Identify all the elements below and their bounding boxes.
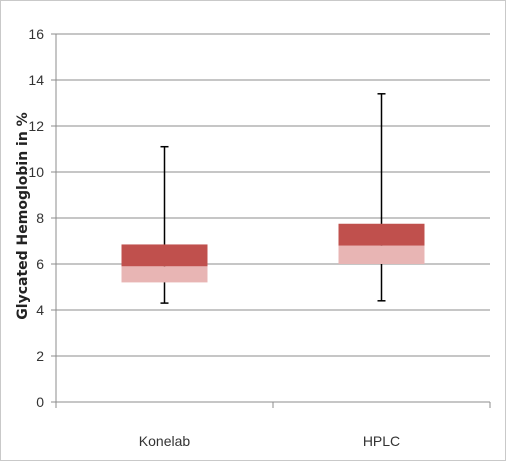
y-tick-label: 0 — [36, 394, 44, 410]
gridlines — [56, 33, 490, 357]
box-lower-konelab — [121, 266, 208, 283]
boxes — [121, 93, 425, 304]
axes — [51, 33, 491, 408]
box-upper-hplc — [338, 223, 425, 246]
y-axis-title: Glycated Hemoglobin in % — [15, 112, 31, 319]
y-tick-label: 8 — [36, 210, 44, 226]
box-upper-konelab — [121, 244, 208, 267]
y-tick-label: 12 — [28, 118, 44, 134]
y-tick-label: 10 — [28, 164, 44, 180]
labels: 0 2 4 6 8 10 12 14 16 Konelab HPLC — [28, 26, 400, 449]
y-tick-label: 2 — [36, 348, 44, 364]
y-tick-label: 4 — [36, 302, 44, 318]
y-tick-label: 6 — [36, 256, 44, 272]
y-tick-label: 14 — [28, 72, 44, 88]
box-lower-hplc — [338, 245, 425, 264]
x-category-label: HPLC — [363, 433, 400, 449]
y-tick-label: 16 — [28, 26, 44, 42]
x-category-label: Konelab — [139, 433, 191, 449]
